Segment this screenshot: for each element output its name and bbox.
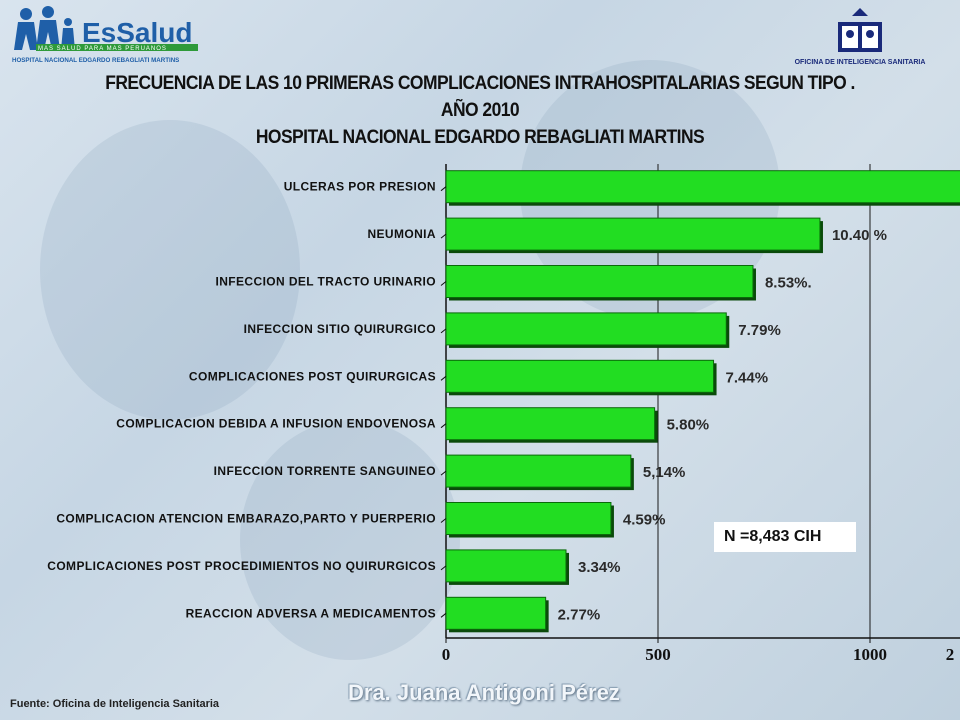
category-label: INFECCION TORRENTE SANGUINEO (214, 464, 436, 478)
y-tick (440, 186, 447, 192)
data-label: 5.80% (667, 417, 710, 434)
bar (445, 549, 567, 583)
chart-title: FRECUENCIA DE LAS 10 PRIMERAS COMPLICACI… (0, 70, 960, 151)
bar (445, 170, 960, 204)
y-tick (440, 612, 447, 618)
category-label: REACCION ADVERSA A MEDICAMENTOS (186, 606, 436, 620)
family-icon (14, 6, 75, 50)
y-tick (440, 518, 447, 523)
data-label: 5,14% (643, 464, 686, 481)
sample-size-box: N =8,483 CIH (714, 522, 856, 552)
source-note: Fuente: Oficina de Inteligencia Sanitari… (10, 698, 220, 710)
logo-caption: HOSPITAL NACIONAL EDGARDO REBAGLIATI MAR… (12, 57, 179, 64)
bar-chart: 05001000150020002ULCERAS POR PRESION24.2… (47, 164, 960, 664)
y-tick (440, 470, 447, 476)
data-label: 3.34% (578, 559, 621, 576)
owl-book-icon (838, 8, 882, 52)
category-label: COMPLICACIONES POST PROCEDIMIENTOS NO QU… (47, 559, 436, 573)
background-shape (40, 120, 300, 420)
essalud-logo: EsSalud MAS SALUD PARA MAS PERUANOS HOSP… (8, 4, 238, 66)
data-label: 2.77% (558, 606, 601, 623)
category-label: NEUMONIA (367, 227, 436, 241)
bar (445, 407, 656, 441)
bar (445, 502, 612, 535)
data-label: 4.59% (623, 512, 666, 529)
y-tick (440, 375, 447, 381)
bar (445, 312, 727, 346)
x-tick-label: 0 (442, 645, 451, 664)
logo-caption: OFICINA DE INTELIGENCIA SANITARIA (795, 59, 926, 66)
x-tick-label: 500 (645, 645, 671, 664)
category-label: INFECCION DEL TRACTO URINARIO (216, 275, 437, 289)
y-tick (440, 328, 447, 334)
title-line: AÑO 2010 (440, 100, 520, 121)
title-line: HOSPITAL NACIONAL EDGARDO REBAGLIATI MAR… (255, 127, 705, 148)
data-label: 7.79% (738, 322, 781, 339)
category-label: COMPLICACIONES POST QUIRURGICAS (189, 369, 436, 383)
bar (445, 596, 547, 630)
x-tick-label: 2 (946, 645, 955, 664)
data-label: 10.40 % (832, 227, 887, 244)
data-label: 7.44% (726, 369, 769, 386)
logo-tagline: MAS SALUD PARA MAS PERUANOS (38, 46, 167, 52)
category-label: COMPLICACION DEBIDA A INFUSION ENDOVENOS… (116, 417, 436, 431)
bar (445, 454, 632, 488)
logo-text: EsSalud (82, 17, 192, 48)
author-watermark: Dra. Juana Antigoni Pérez (348, 680, 620, 705)
bar (445, 265, 754, 298)
background-shape (240, 420, 460, 660)
bar (445, 217, 821, 251)
data-label: 8.53%. (765, 275, 812, 292)
y-tick (440, 423, 447, 429)
category-label: INFECCION SITIO QUIRURGICO (244, 322, 436, 336)
x-tick-label: 1000 (853, 645, 887, 664)
oficina-logo: OFICINA DE INTELIGENCIA SANITARIA (760, 8, 950, 78)
bar (445, 359, 715, 393)
y-tick (440, 233, 447, 239)
y-tick (440, 565, 447, 571)
title-line: FRECUENCIA DE LAS 10 PRIMERAS COMPLICACI… (105, 73, 855, 94)
y-tick (440, 281, 447, 286)
category-label: ULCERAS POR PRESION (284, 180, 436, 194)
category-label: COMPLICACION ATENCION EMBARAZO,PARTO Y P… (56, 512, 436, 526)
